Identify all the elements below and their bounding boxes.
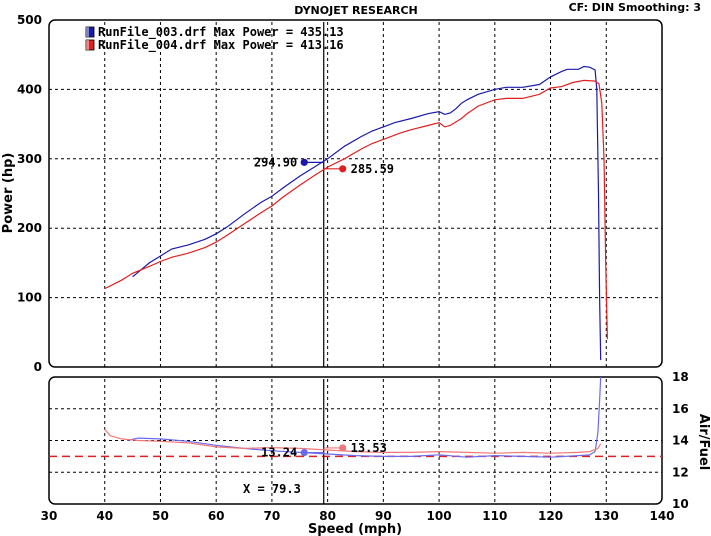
x-tick-label: 130 [594, 509, 619, 523]
legend-swatch [85, 26, 95, 38]
y-tick-label: 14 [672, 434, 689, 448]
legend-swatch-highlight [86, 27, 89, 37]
y-tick-label: 10 [672, 497, 689, 511]
x-tick-label: 120 [538, 509, 563, 523]
x-tick-label: 110 [482, 509, 507, 523]
legend-entry: RunFile_003.drf Max Power = 435.13 [98, 25, 344, 40]
power-plot-frame [48, 19, 663, 368]
legend-entry: RunFile_004.drf Max Power = 413.16 [98, 38, 344, 53]
x-tick-label: 140 [649, 509, 674, 523]
x-tick-label: 60 [208, 509, 225, 523]
x-axis-label: Speed (mph) [308, 522, 402, 536]
power-cursor-marker [339, 165, 347, 173]
afr-cursor-label: 13.53 [351, 441, 387, 455]
y-tick-label: 400 [17, 82, 42, 96]
y-tick-label: 200 [17, 221, 42, 235]
afr-y-axis-label: Air/Fuel [696, 414, 711, 470]
afr-series-layer [104, 376, 602, 458]
x-tick-label: 30 [41, 509, 58, 523]
power-cursor-label: 294.90 [254, 155, 297, 169]
x-tick-label: 40 [96, 509, 113, 523]
y-tick-label: 12 [672, 465, 689, 479]
afr-y-ticks: 10 12 14 16 18 [672, 370, 689, 511]
cursor-x-readout: X = 79.3 [243, 482, 301, 496]
power-y-ticks: 0 100 200 300 400 500 [17, 13, 42, 374]
afr-cursor-label: 13.24 [261, 446, 297, 460]
y-tick-label: 100 [17, 291, 42, 305]
power-cursor-label: 285.59 [351, 162, 394, 176]
x-tick-label: 80 [319, 509, 336, 523]
afr-cursor-marker [339, 444, 347, 452]
y-tick-label: 18 [672, 370, 689, 384]
x-tick-label: 100 [427, 509, 452, 523]
power-y-axis-label: Power (hp) [1, 153, 16, 234]
legend-swatch-highlight [86, 40, 89, 50]
power-series-line [104, 79, 608, 340]
x-tick-label: 70 [264, 509, 281, 523]
afr-series-line [104, 429, 602, 454]
x-tick-label: 50 [152, 509, 169, 523]
y-tick-label: 500 [17, 13, 42, 27]
x-tick-label: 90 [375, 509, 392, 523]
afr-series-line [126, 376, 602, 458]
y-tick-label: 0 [34, 360, 42, 374]
power-series-line [132, 65, 602, 361]
power-series-layer [104, 65, 608, 361]
afr-cursor-markers: 13.24 13.53 [261, 441, 387, 460]
chart-title: DYNOJET RESEARCH [294, 4, 417, 17]
power-cursor-markers: 294.90 285.59 [254, 155, 394, 175]
settings-readout: CF: DIN Smoothing: 3 [569, 1, 701, 14]
legend-swatch [85, 39, 95, 51]
y-tick-label: 16 [672, 402, 689, 416]
power-cursor-marker [300, 158, 308, 166]
afr-cursor-marker [300, 448, 308, 457]
power-plot-grid [49, 22, 662, 367]
legend: RunFile_003.drf Max Power = 435.13RunFil… [85, 25, 344, 53]
y-tick-label: 300 [17, 152, 42, 166]
x-axis-ticks: 30 40 50 60 70 80 90 100 110 120 130 140 [41, 509, 675, 523]
